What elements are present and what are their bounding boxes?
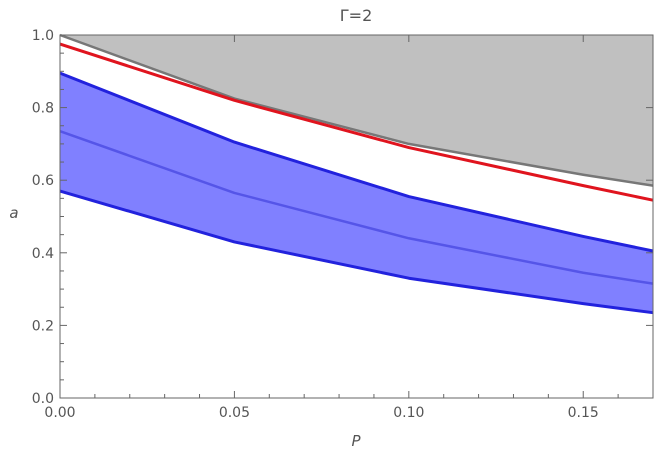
plot-area — [59, 33, 654, 315]
y-tick-label: 0.8 — [32, 101, 54, 117]
x-tick-label: 0.05 — [219, 405, 250, 421]
chart-title: Γ=2 — [340, 6, 373, 25]
y-tick-label: 0.4 — [32, 246, 54, 262]
x-tick-label: 0.10 — [393, 405, 424, 421]
y-tick-label: 0.2 — [32, 318, 54, 334]
x-axis-ticks: 0.00 0.05 0.10 0.15 — [44, 35, 619, 421]
y-tick-label: 0.6 — [32, 173, 54, 189]
y-axis-ticks: 0.0 0.2 0.4 0.6 0.8 1.0 — [32, 28, 653, 407]
y-axis-label: a — [9, 204, 18, 222]
red-curve-line — [59, 42, 654, 202]
x-axis-label: P — [351, 432, 361, 450]
blue-lower-line — [59, 189, 654, 315]
gray-boundary-line — [59, 33, 654, 187]
blue-middle-line — [59, 130, 654, 285]
x-tick-label: 0.15 — [568, 405, 599, 421]
y-tick-label: 0.0 — [32, 391, 54, 407]
blue-upper-line — [59, 71, 654, 253]
gray-region — [60, 35, 653, 186]
y-tick-label: 1.0 — [32, 28, 54, 44]
x-tick-label: 0.00 — [44, 405, 75, 421]
